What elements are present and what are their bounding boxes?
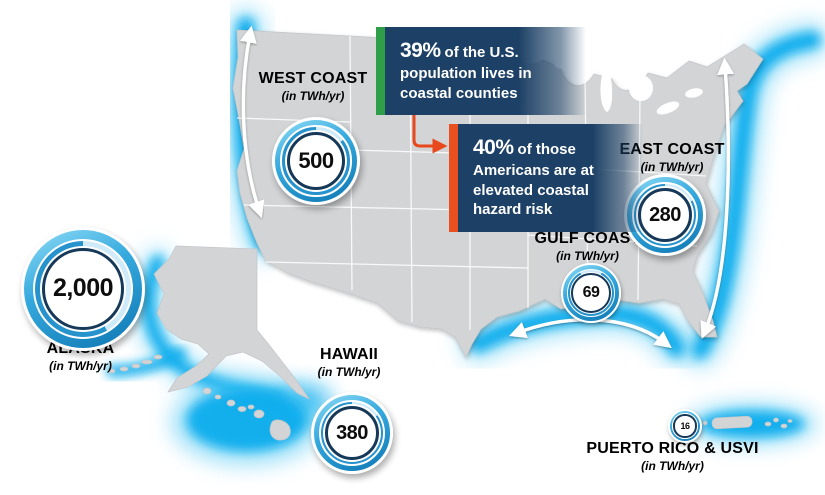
donut-ring: 2,000	[32, 238, 134, 340]
donut-alaska: 2,000	[21, 227, 145, 351]
region-name: GULF COAST	[534, 230, 641, 247]
donut-ring: 69	[567, 269, 615, 317]
region-label-hawaii: HAWAII (in TWh/yr)	[269, 346, 429, 379]
puerto-rico-usvi-islands	[702, 415, 793, 430]
donut-center: 500	[286, 131, 346, 191]
region-value: 500	[298, 147, 334, 173]
region-label-gulf-coast: GULF COAST (in TWh/yr)	[505, 230, 670, 263]
stat-percent: 39%	[400, 39, 441, 62]
region-name: HAWAII	[319, 346, 379, 363]
alaska-landmass	[153, 245, 310, 400]
region-name: WEST COAST	[258, 70, 368, 87]
donut-center: 69	[571, 273, 611, 313]
east-coast-arrow	[700, 57, 735, 339]
stat-percent: 40%	[473, 136, 514, 159]
stat-callout-39-percent: 39% of the U.S. population lives in coast…	[376, 27, 586, 116]
region-unit: (in TWh/yr)	[317, 365, 381, 379]
donut-ring: 380	[318, 399, 386, 467]
region-label-puerto-rico-usvi: PUERTO RICO & USVI (in TWh/yr)	[570, 440, 775, 473]
region-value: 69	[582, 283, 600, 301]
donut-center: 16	[673, 414, 697, 438]
green-accent-bar	[376, 27, 385, 116]
donut-center: 380	[324, 405, 380, 461]
region-name: PUERTO RICO & USVI	[586, 440, 759, 457]
donut-hawaii: 380	[311, 392, 393, 474]
donut-center: 280	[637, 187, 693, 243]
region-value: 380	[336, 421, 368, 444]
donut-gulf-coast: 69	[561, 263, 621, 323]
stat-text: of those Americans are at elevated coast…	[473, 141, 594, 219]
stat-callout-40-percent: 40% of those Americans are at elevated co…	[449, 124, 643, 232]
aleutian-islands	[108, 354, 163, 374]
region-unit: (in TWh/yr)	[641, 459, 704, 473]
west-coast-arrow	[240, 25, 265, 219]
region-unit: (in TWh/yr)	[49, 359, 112, 373]
region-unit: (in TWh/yr)	[556, 249, 619, 263]
stat-connector-arrow	[412, 106, 448, 154]
hawaii-islands	[202, 387, 291, 441]
donut-ring: 500	[280, 125, 352, 197]
region-value: 2,000	[52, 274, 114, 303]
region-label-west-coast: WEST COAST (in TWh/yr)	[233, 70, 393, 103]
orange-accent-bar	[449, 124, 458, 232]
region-unit: (in TWh/yr)	[640, 160, 704, 174]
donut-puerto-rico-usvi: 16	[668, 409, 702, 443]
donut-west-coast: 500	[272, 117, 360, 205]
region-value: 280	[649, 203, 681, 226]
stat-text: of the U.S. population lives in coastal …	[400, 44, 532, 102]
region-unit: (in TWh/yr)	[281, 89, 345, 103]
region-value: 16	[680, 420, 690, 431]
region-label-east-coast: EAST COAST (in TWh/yr)	[592, 141, 752, 174]
donut-ring: 16	[671, 412, 699, 440]
donut-center: 2,000	[42, 248, 124, 330]
region-name: EAST COAST	[619, 141, 725, 158]
